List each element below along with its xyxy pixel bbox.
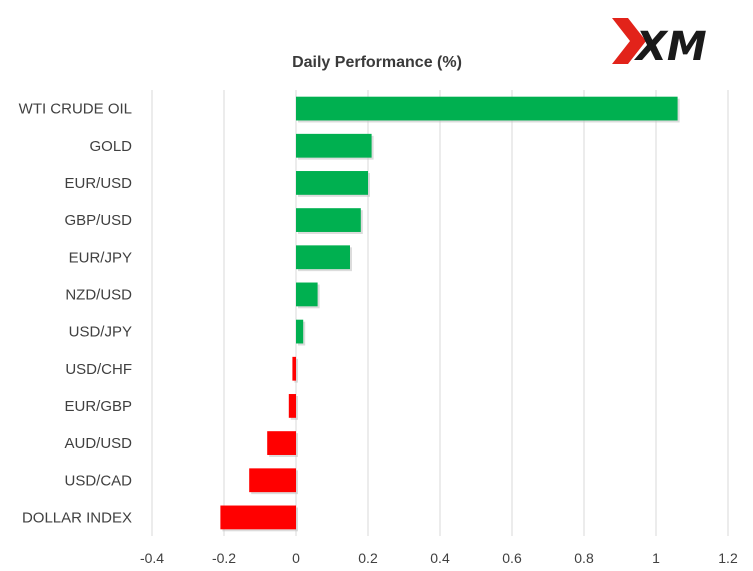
category-label: GOLD (89, 138, 132, 155)
category-label: EUR/JPY (69, 249, 132, 266)
x-tick-label: 1.2 (718, 550, 738, 566)
category-label: NZD/USD (65, 286, 132, 303)
bar (296, 282, 318, 307)
x-tick-label: 0.4 (430, 550, 450, 566)
logo-text: XM (633, 24, 707, 70)
bar-shadow (294, 358, 298, 383)
bar (296, 208, 361, 232)
logo-accent-mark (612, 18, 646, 64)
category-label: WTI CRUDE OIL (19, 101, 132, 118)
x-tick-label: 0.6 (502, 550, 522, 566)
bar (296, 245, 350, 270)
x-tick-label: 0.8 (574, 550, 594, 566)
grid-lines (151, 90, 729, 536)
category-label: GBP/USD (64, 212, 132, 229)
bar (296, 171, 368, 195)
bar (292, 356, 296, 381)
category-labels: WTI CRUDE OIL GOLD EUR/USD GBP/USD EUR/JPY NZ… (19, 101, 133, 527)
bar (288, 394, 296, 418)
bar (267, 431, 296, 455)
bar (249, 468, 296, 493)
category-label: USD/JPY (69, 324, 132, 341)
bar (220, 505, 296, 530)
bar (296, 133, 372, 158)
bar (296, 96, 678, 121)
category-label: DOLLAR INDEX (22, 509, 132, 526)
xm-logo: XM (612, 18, 707, 70)
x-tick-label: -0.4 (140, 550, 164, 566)
bars (220, 96, 680, 532)
x-tick-label: 1 (652, 550, 660, 566)
category-label: USD/CAD (64, 472, 132, 489)
category-label: EUR/USD (64, 175, 132, 192)
category-label: AUD/USD (64, 435, 132, 452)
category-label: EUR/GBP (64, 398, 132, 415)
chart-title: Daily Performance (%) (292, 54, 462, 71)
x-tick-label: -0.2 (212, 550, 236, 566)
category-label: USD/CHF (65, 361, 132, 378)
bar (296, 319, 304, 344)
x-tick-label: 0 (292, 550, 300, 566)
x-tick-labels: -0.4 -0.2 0 0.2 0.4 0.6 0.8 1 1.2 (140, 550, 738, 566)
x-tick-label: 0.2 (358, 550, 378, 566)
